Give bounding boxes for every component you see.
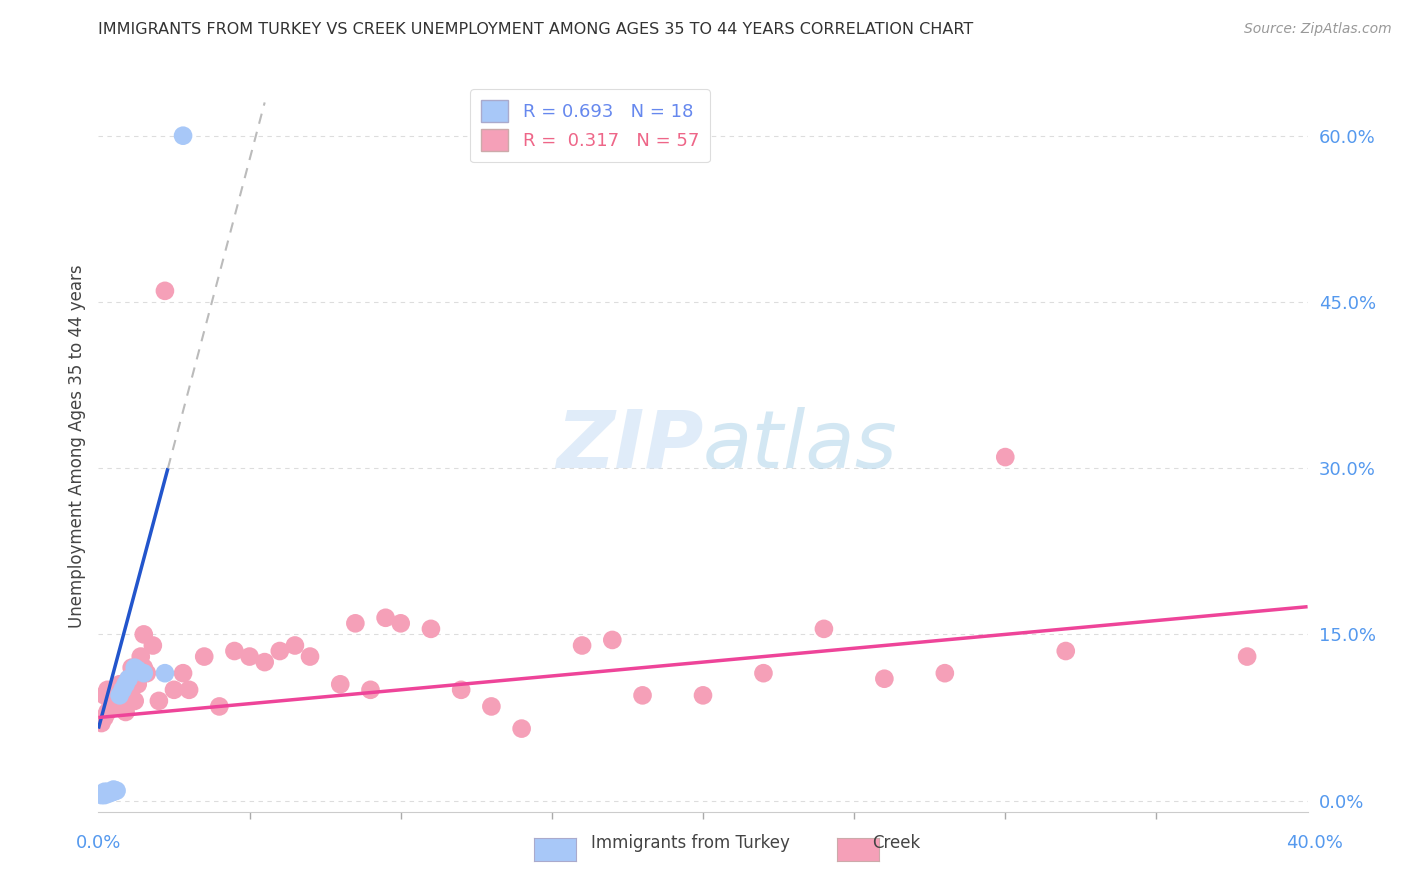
Y-axis label: Unemployment Among Ages 35 to 44 years: Unemployment Among Ages 35 to 44 years (67, 264, 86, 628)
Point (114, 705, 136, 719)
Point (481, 699, 503, 714)
Point (132, 627, 155, 641)
Point (239, 649, 262, 664)
Point (111, 689, 134, 703)
Point (450, 682, 472, 697)
Point (108, 689, 131, 703)
Text: Source: ZipAtlas.com: Source: ZipAtlas.com (1244, 22, 1392, 37)
Text: Immigrants from Turkey: Immigrants from Turkey (591, 834, 789, 852)
Point (105, 682, 128, 697)
Point (224, 644, 246, 658)
Point (93, 689, 115, 703)
Point (172, 666, 194, 681)
Point (118, 689, 141, 703)
Point (571, 639, 593, 653)
Point (114, 677, 136, 691)
Point (96, 705, 118, 719)
Point (96, 682, 118, 697)
Point (420, 622, 443, 636)
Point (813, 622, 835, 636)
Point (96, 787, 118, 801)
Point (172, 128, 194, 143)
Point (193, 649, 215, 664)
Point (148, 694, 170, 708)
Text: ZIP: ZIP (555, 407, 703, 485)
Point (299, 649, 322, 664)
Point (100, 699, 122, 714)
Point (153, 666, 176, 681)
Point (103, 785, 125, 799)
Point (344, 616, 367, 631)
Point (118, 672, 141, 686)
Point (135, 666, 157, 681)
Point (631, 689, 654, 703)
Point (93, 710, 115, 724)
Point (93, 785, 115, 799)
Point (153, 284, 176, 298)
Point (994, 450, 1017, 464)
Point (360, 682, 382, 697)
Point (96, 785, 118, 799)
Point (124, 694, 146, 708)
Point (179, 682, 201, 697)
Point (90, 788, 112, 802)
Point (103, 699, 125, 714)
Point (329, 677, 352, 691)
Point (510, 722, 533, 736)
Point (208, 699, 231, 714)
Point (284, 639, 307, 653)
Point (105, 694, 128, 708)
Point (602, 632, 624, 647)
Point (108, 677, 131, 691)
Point (127, 677, 149, 691)
Point (121, 660, 143, 674)
Point (100, 786, 122, 800)
Point (124, 660, 146, 674)
Point (90, 716, 112, 731)
Text: atlas: atlas (703, 407, 898, 485)
Point (374, 611, 396, 625)
Text: IMMIGRANTS FROM TURKEY VS CREEK UNEMPLOYMENT AMONG AGES 35 TO 44 YEARS CORRELATI: IMMIGRANTS FROM TURKEY VS CREEK UNEMPLOY… (98, 22, 974, 37)
Point (103, 689, 125, 703)
Point (1054, 644, 1077, 658)
Point (118, 672, 141, 686)
Text: 40.0%: 40.0% (1286, 834, 1343, 852)
Point (389, 616, 412, 631)
Point (752, 666, 775, 681)
Point (163, 682, 186, 697)
Point (132, 660, 155, 674)
Point (934, 666, 956, 681)
Point (692, 689, 714, 703)
Point (129, 649, 152, 664)
Text: Creek: Creek (872, 834, 920, 852)
Point (142, 639, 165, 653)
Point (269, 644, 291, 658)
Point (103, 782, 125, 797)
Point (100, 694, 122, 708)
Point (253, 655, 276, 669)
Point (111, 682, 134, 697)
Point (105, 783, 128, 797)
Point (127, 663, 149, 677)
Legend: R = 0.693   N = 18, R =  0.317   N = 57: R = 0.693 N = 18, R = 0.317 N = 57 (470, 89, 710, 162)
Point (93, 788, 115, 802)
Point (1236, 649, 1258, 664)
Point (873, 672, 896, 686)
Text: 0.0%: 0.0% (76, 834, 121, 852)
Point (132, 666, 155, 681)
